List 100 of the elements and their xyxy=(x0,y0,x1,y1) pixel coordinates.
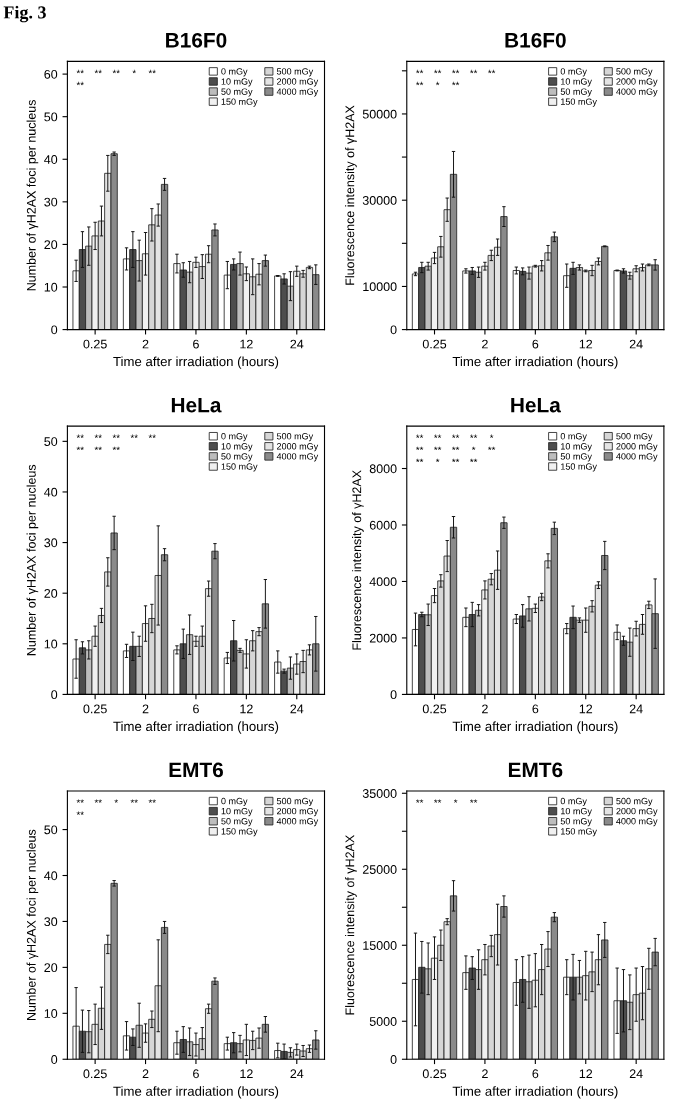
y-tick-label: 15000 xyxy=(363,941,397,950)
annotation: * xyxy=(471,446,476,451)
x-tick-label: 0.25 xyxy=(83,704,107,714)
legend-label: 50 mGy xyxy=(560,88,592,97)
annotation: ** xyxy=(112,446,120,451)
x-tick-label: 0.25 xyxy=(83,339,107,349)
annotation: ** xyxy=(76,811,84,815)
annotation: ** xyxy=(488,69,496,74)
legend-label: 500 mGy xyxy=(616,68,653,77)
annotation: ** xyxy=(470,434,478,438)
annotation: ** xyxy=(470,458,478,463)
legend-label: 50 mGy xyxy=(221,88,253,97)
legend-label: 150 mGy xyxy=(561,828,597,837)
annotation: ** xyxy=(112,434,120,438)
legend-label: 0 mGy xyxy=(221,797,248,807)
x-tick-label: 6 xyxy=(532,1069,539,1079)
x-tick-label: 6 xyxy=(193,1069,199,1079)
y-tick-label: 50 xyxy=(44,825,58,835)
y-axis-title: Fluorescence intensity of γH2AX xyxy=(345,105,357,285)
y-tick-label: 2000 xyxy=(369,633,397,643)
legend-label: 2000 mGy xyxy=(616,807,658,817)
legend-label: 50 mGy xyxy=(560,818,592,827)
y-tick-label: 6000 xyxy=(369,520,397,530)
annotation: ** xyxy=(452,81,460,86)
annotation: ** xyxy=(416,799,424,803)
y-tick-label: 4000 xyxy=(369,577,397,587)
annotation: ** xyxy=(434,434,442,438)
x-tick-label: 24 xyxy=(629,339,643,349)
x-tick-label: 12 xyxy=(240,339,253,349)
x-tick-label: 6 xyxy=(193,339,199,349)
x-tick-label: 12 xyxy=(240,1069,253,1079)
annotation: ** xyxy=(416,69,424,74)
y-tick-label: 20 xyxy=(44,240,58,250)
legend-label: 4000 mGy xyxy=(276,88,319,97)
x-tick-label: 24 xyxy=(290,1069,304,1079)
annotation: ** xyxy=(416,458,424,463)
x-axis-title: Time after irradiation (hours) xyxy=(452,356,618,369)
x-tick-label: 24 xyxy=(629,704,643,714)
annotation: * xyxy=(435,458,440,463)
annotation: ** xyxy=(94,434,102,438)
annotation: * xyxy=(435,81,440,86)
legend-label: 0 mGy xyxy=(560,797,587,807)
y-tick-label: 60 xyxy=(44,69,58,79)
y-tick-label: 50 xyxy=(44,437,58,446)
legend-label: 150 mGy xyxy=(221,98,258,107)
annotation: * xyxy=(489,434,494,438)
x-tick-label: 6 xyxy=(193,704,199,714)
annotation: ** xyxy=(452,458,460,463)
legend-label: 10 mGy xyxy=(561,443,592,452)
y-tick-label: 8000 xyxy=(369,464,397,474)
y-tick-label: 25000 xyxy=(362,865,397,874)
legend-label: 4000 mGy xyxy=(276,453,319,462)
annotation: ** xyxy=(94,799,102,803)
y-tick-label: 50000 xyxy=(362,109,397,119)
legend-label: 150 mGy xyxy=(561,463,597,472)
x-axis-title: Time after irradiation (hours) xyxy=(113,721,279,734)
y-tick-label: 40 xyxy=(44,155,58,164)
caption: Fig. 3 xyxy=(3,5,46,23)
annotation: ** xyxy=(416,81,424,86)
chart-title: EMT6 xyxy=(508,762,563,778)
legend-label: 10 mGy xyxy=(221,443,253,452)
x-tick-label: 12 xyxy=(579,339,593,349)
y-tick-label: 0 xyxy=(390,325,397,335)
legend-label: 0 mGy xyxy=(221,68,248,77)
x-tick-label: 0.25 xyxy=(422,1069,447,1079)
x-tick-label: 24 xyxy=(290,339,304,349)
x-tick-label: 12 xyxy=(579,1069,593,1079)
annotation: ** xyxy=(470,69,478,74)
y-tick-label: 50 xyxy=(44,112,58,122)
annotation: ** xyxy=(416,446,424,451)
y-tick-label: 30 xyxy=(44,917,58,927)
legend-label: 4000 mGy xyxy=(616,818,658,827)
legend-label: 0 mGy xyxy=(560,433,587,442)
y-tick-label: 5000 xyxy=(369,1017,397,1026)
y-tick-label: 10 xyxy=(44,282,58,292)
annotation: ** xyxy=(76,81,84,86)
chart-title: B16F0 xyxy=(166,32,227,48)
annotation: ** xyxy=(94,69,102,74)
annotation: ** xyxy=(76,434,84,438)
annotation: * xyxy=(453,799,458,803)
annotation: ** xyxy=(130,799,138,803)
x-tick-label: 0.25 xyxy=(83,1069,107,1079)
chart-title: B16F0 xyxy=(505,32,566,48)
y-tick-label: 10 xyxy=(44,639,58,649)
x-tick-label: 2 xyxy=(482,1069,488,1079)
legend-label: 50 mGy xyxy=(221,453,253,462)
y-tick-label: 20 xyxy=(44,963,58,973)
legend-label: 10 mGy xyxy=(221,807,253,817)
x-tick-label: 12 xyxy=(240,704,253,714)
annotation: ** xyxy=(434,446,442,451)
y-axis-title: Fluorescence intensity of γH2AX xyxy=(345,835,357,1015)
y-tick-label: 30 xyxy=(44,538,58,548)
annotation: ** xyxy=(76,446,84,451)
chart-title: HeLa xyxy=(171,397,222,413)
y-axis-title: Number of γH2AX foci per nucleus xyxy=(26,464,39,656)
chart-title: HeLa xyxy=(511,397,561,413)
y-tick-label: 10000 xyxy=(363,282,397,292)
y-tick-label: 0 xyxy=(51,690,58,700)
annotation: ** xyxy=(112,69,120,74)
y-tick-label: 10 xyxy=(44,1009,58,1018)
